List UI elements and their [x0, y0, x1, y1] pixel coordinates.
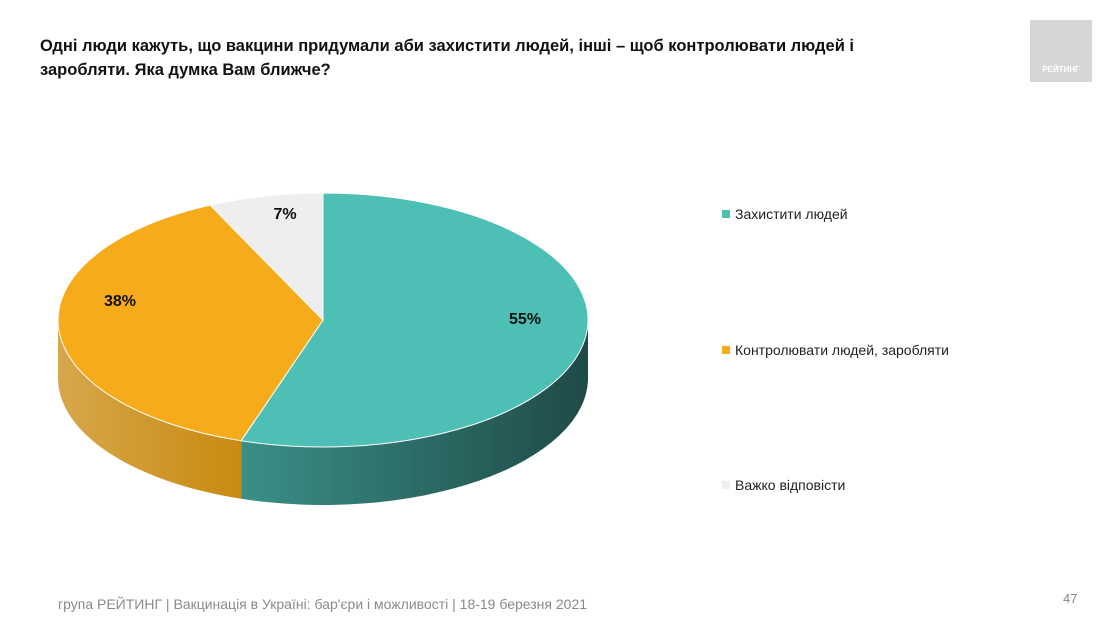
- legend-label: Важко відповісти: [735, 477, 846, 493]
- data-label-protect: 55%: [509, 311, 541, 328]
- footer: група РЕЙТИНГ | Вакцинація в Україні: ба…: [58, 596, 588, 612]
- pie-slice-hard-to-say: [209, 192, 324, 322]
- legend-item-protect: Захистити людей: [722, 206, 848, 222]
- legend-label: Контролювати людей, заробляти: [735, 342, 949, 358]
- pie-side-control: [58, 320, 242, 499]
- rating-logo: РЕЙТИНГ: [1030, 20, 1092, 82]
- pie-side-protect: [241, 320, 589, 505]
- pie-slice-control: [57, 204, 324, 442]
- pie-slice-protect: [240, 192, 589, 448]
- legend-item-hard-to-say: Важко відповісти: [722, 477, 845, 493]
- legend-swatch-hard-to-say: [722, 481, 730, 489]
- legend-item-control: Контролювати людей, заробляти: [722, 342, 949, 358]
- legend-swatch-control: [722, 346, 730, 354]
- data-label-hard-to-say: 7%: [273, 206, 296, 223]
- page-number: 47: [1063, 591, 1078, 606]
- logo-text: РЕЙТИНГ: [1042, 65, 1080, 74]
- legend-swatch-protect: [722, 210, 730, 218]
- data-label-control: 38%: [104, 293, 136, 310]
- legend-label: Захистити людей: [735, 206, 848, 222]
- chart-title: Одні люди кажуть, що вакцини придумали а…: [40, 37, 855, 79]
